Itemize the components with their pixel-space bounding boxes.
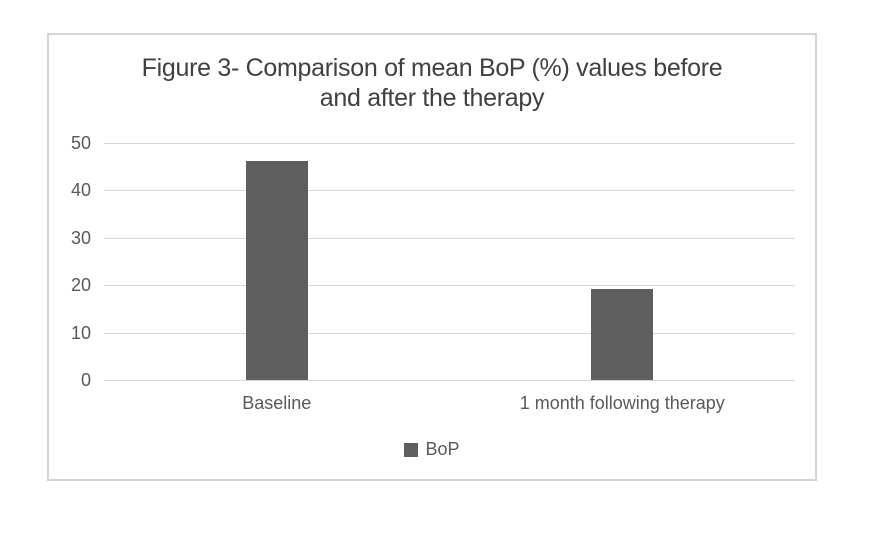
chart-frame: Figure 3- Comparison of mean BoP (%) val…	[47, 33, 817, 481]
y-axis-tick-label: 10	[70, 322, 91, 343]
x-axis-category-label: Baseline	[242, 393, 312, 413]
x-axis-category-label: 1 month following therapy	[519, 393, 725, 413]
y-axis-tick-label: 0	[80, 370, 91, 390]
gridline	[104, 143, 795, 144]
gridline	[104, 285, 795, 287]
legend-marker-icon	[404, 442, 419, 457]
gridline	[104, 190, 795, 192]
chart-title-line-2: and after the therapy	[319, 84, 545, 112]
gridline	[104, 332, 795, 334]
gridline	[104, 380, 795, 381]
chart-title-line-1: Figure 3- Comparison of mean BoP (%) val…	[141, 54, 723, 82]
y-axis-tick-label: 20	[70, 275, 91, 296]
chart-title: Figure 3- Comparison of mean BoP (%) val…	[49, 53, 815, 113]
bar	[245, 160, 308, 380]
y-axis-tick-label: 50	[70, 133, 91, 153]
y-axis-tick-label: 30	[70, 227, 91, 248]
y-axis-tick-label: 40	[70, 180, 91, 201]
bar	[591, 288, 654, 380]
gridline	[104, 237, 795, 239]
legend-label: BoP	[425, 439, 460, 459]
legend: BoP	[49, 439, 815, 460]
